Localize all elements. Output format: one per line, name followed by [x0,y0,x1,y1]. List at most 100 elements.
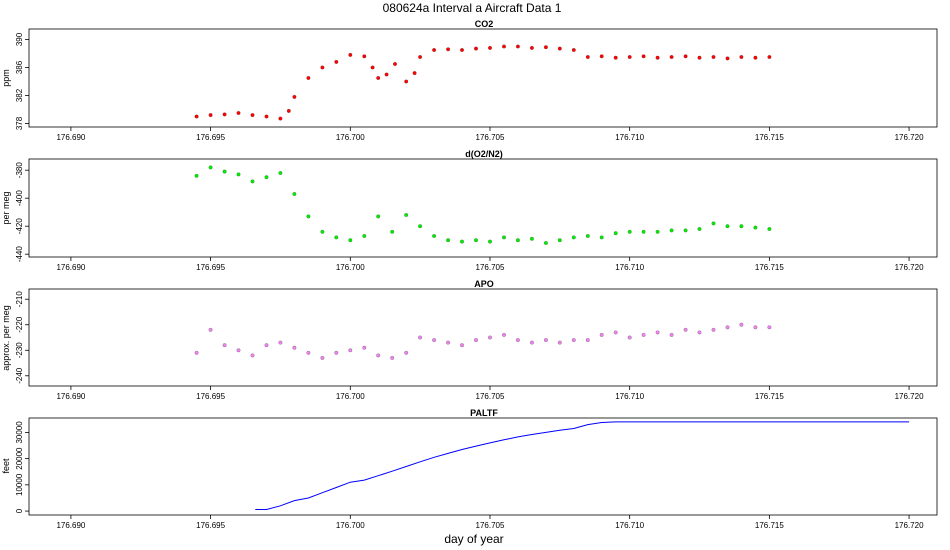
apo-x-tick-label: 176.705 [476,392,505,401]
o2n2-data-point [348,238,353,243]
paltf-x-tick-label: 176.720 [895,521,924,530]
apo-data-point [404,350,409,355]
o2n2-data-point [376,214,381,219]
o2n2-data-point [460,239,464,244]
co2-y-tick-label: 378 [15,116,24,130]
co2-data-point [655,55,660,60]
o2n2-data-point [292,192,297,196]
o2n2-panel: d(O2/N2) per meg 176.690 176.695 176.700 17… [1,149,938,272]
apo-data-point [250,353,255,358]
co2-panel-title: CO2 [475,19,494,29]
paltf-y-tick-label: 20000 [15,447,24,470]
apo-data-point [641,332,646,337]
o2n2-data-point [683,228,688,233]
paltf-x-tick-label: 176.705 [476,521,505,530]
co2-plot-frame [28,28,938,128]
o2n2-data-point [585,234,590,238]
co2-data-point [529,45,534,50]
o2n2-data-point [194,173,199,178]
co2-data-point [306,76,311,80]
co2-data-point [641,54,646,59]
paltf-x-tick-label: 176.700 [336,521,365,530]
o2n2-data-point [655,229,660,234]
co2-data-point [460,48,464,52]
apo-data-point [529,340,534,345]
o2n2-data-point [711,221,716,226]
co2-data-point [404,79,409,84]
paltf-y-tick-label: 0 [15,508,24,513]
apo-data-point [306,350,311,355]
paltf-x-tick-label: 176.690 [56,521,85,530]
paltf-x-tick-label: 176.715 [755,521,784,530]
apo-data-point [655,330,660,335]
o2n2-data-point [543,241,548,245]
co2-data-point [585,55,590,59]
co2-data-point [236,111,241,115]
o2n2-data-point [529,236,534,241]
co2-data-point [697,55,702,60]
apo-data-point [222,343,227,348]
co2-data-point [446,47,451,52]
co2-x-tick-label: 176.695 [196,133,225,142]
o2n2-data-point [362,234,367,238]
co2-data-point [412,71,417,76]
o2n2-data-point [613,231,618,236]
co2-x-tick-label: 176.710 [615,133,644,142]
paltf-series-line [255,421,910,510]
paltf-x-tick-label: 176.695 [196,521,225,530]
co2-data-point [613,55,618,60]
o2n2-y-tick-label: -400 [15,190,24,207]
o2n2-data-point [278,171,283,175]
co2-x-tick-label: 176.690 [56,133,85,142]
o2n2-data-point [488,239,492,244]
o2n2-data-point [390,229,395,234]
co2-data-point [250,113,255,118]
co2-data-point [432,48,437,52]
co2-x-tick-label: 176.720 [895,133,924,142]
apo-y-tick-label: -220 [15,316,24,333]
co2-data-point [725,56,730,61]
apo-x-tick-label: 176.710 [615,392,644,401]
co2-data-point [194,114,199,119]
o2n2-data-point [418,224,423,229]
apo-x-tick-label: 176.720 [895,392,924,401]
apo-data-point [753,325,758,330]
co2-data-point [222,112,227,117]
o2n2-y-tick-label: -440 [15,246,24,263]
apo-data-point [334,350,339,355]
apo-data-point [571,338,576,343]
apo-data-point [725,325,730,330]
co2-data-point [739,55,744,59]
o2n2-x-tick-label: 176.720 [895,263,924,272]
co2-data-point [292,94,297,99]
co2-data-point [393,62,397,66]
o2n2-data-point [446,238,451,243]
apo-data-point [292,345,297,350]
o2n2-data-point [697,227,702,231]
o2n2-ylabel: per meg [1,191,11,224]
co2-data-point [488,45,492,50]
co2-panel: CO2 ppm 176.690 176.695 176.700 176.705 176.… [1,19,938,142]
apo-data-point [488,335,492,340]
apo-data-point [585,338,590,343]
co2-data-point [557,46,562,51]
co2-x-tick-label: 176.715 [755,133,784,142]
apo-data-point [432,338,437,343]
apo-panel-title: APO [474,279,494,289]
co2-data-point [571,48,576,52]
co2-data-point [286,108,291,113]
co2-ylabel: ppm [1,69,11,87]
co2-data-point [370,65,375,70]
o2n2-data-point [222,169,227,174]
o2n2-panel-title: d(O2/N2) [465,149,503,159]
co2-data-point [278,116,283,121]
o2n2-data-point [404,213,409,217]
o2n2-data-point [320,229,325,234]
o2n2-y-tick-label: -420 [15,218,24,235]
o2n2-data-point [306,214,311,219]
apo-data-point [767,325,772,330]
co2-data-point [474,46,478,51]
paltf-panel: PALTF feet 176.690 176.695 176.700 176.705 1… [1,408,938,530]
o2n2-data-point [474,238,478,243]
